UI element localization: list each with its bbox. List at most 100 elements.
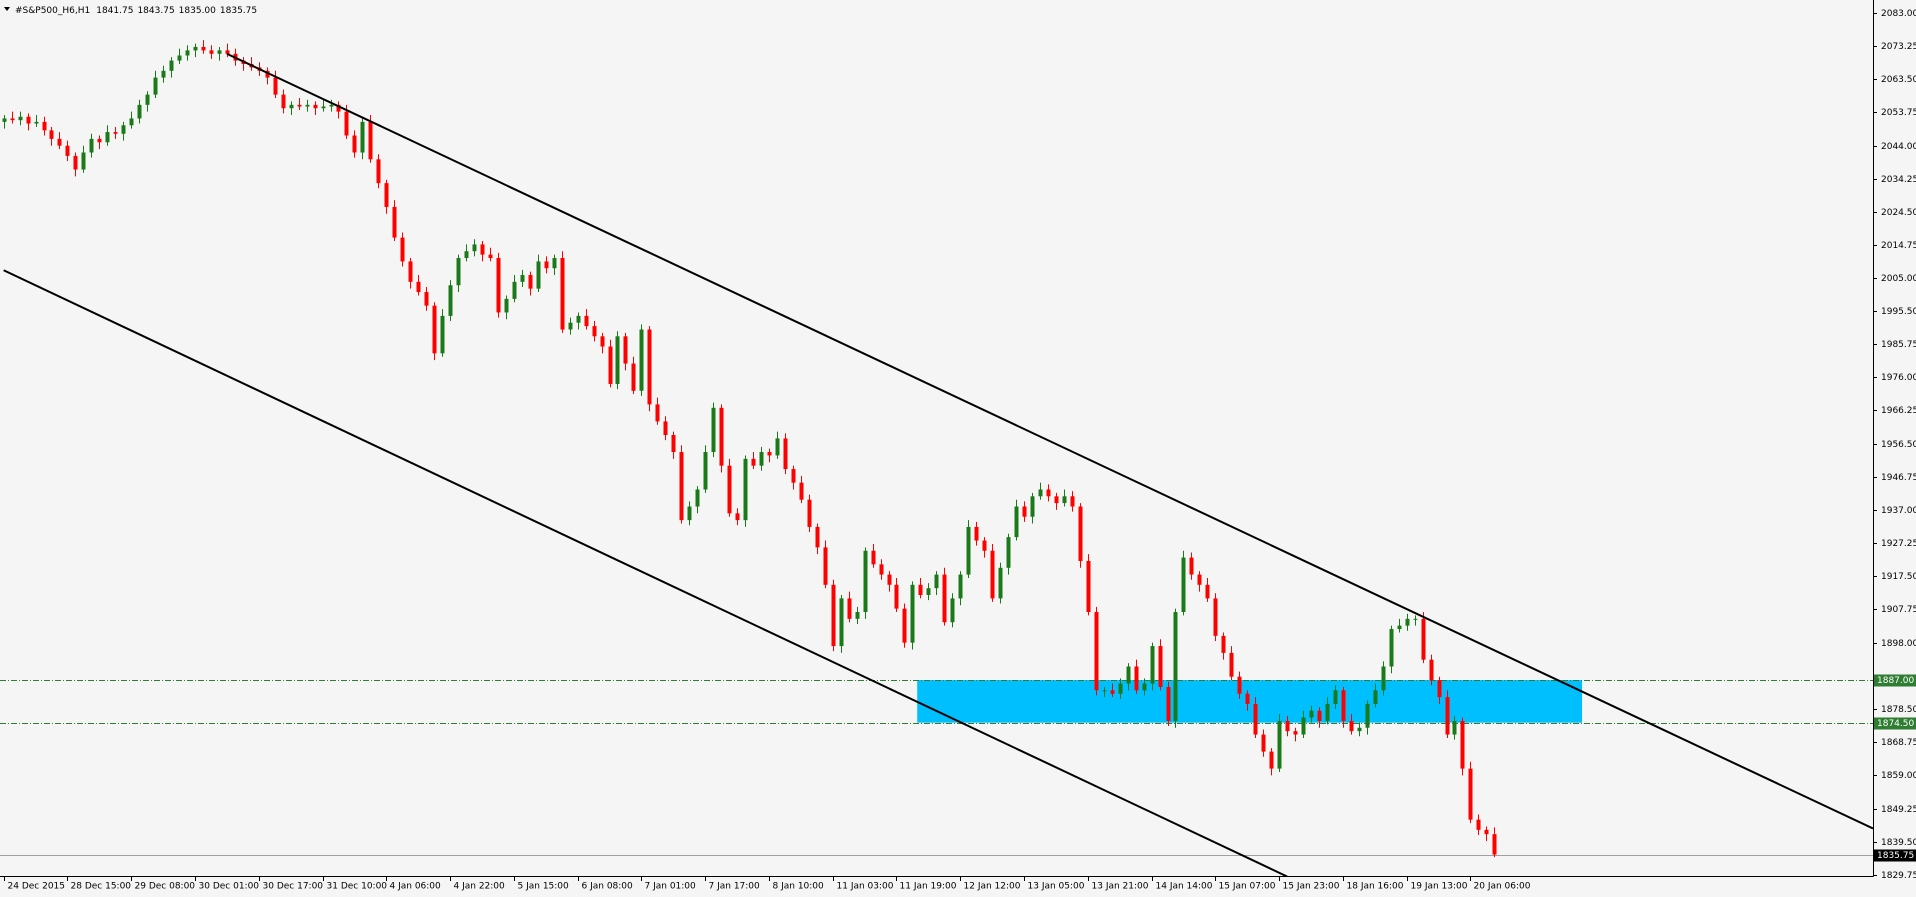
candle-body: [336, 104, 341, 112]
menu-triangle[interactable]: [4, 7, 10, 11]
candle-body: [950, 598, 955, 623]
candle-body: [177, 55, 182, 61]
candle-body: [289, 104, 294, 109]
x-tick-label: 20 Jan 06:00: [1474, 882, 1531, 892]
candle-body: [1134, 666, 1139, 691]
candle-body: [735, 513, 740, 521]
y-tick-label: 1859.00: [1881, 771, 1916, 781]
candle-body: [783, 438, 788, 470]
y-tick-label: 2053.75: [1881, 108, 1916, 118]
candle-body: [1389, 629, 1394, 667]
quote-close: 1835.75: [220, 6, 257, 16]
candle-body: [1046, 489, 1051, 497]
candle-body: [1173, 612, 1178, 721]
candle-body: [536, 261, 541, 289]
candle-body: [1429, 659, 1434, 681]
candle-body: [1421, 618, 1426, 660]
level-label: 1874.50: [1877, 719, 1914, 729]
y-tick-label: 1907.75: [1881, 605, 1916, 615]
candle-body: [687, 506, 692, 521]
candle-body: [823, 547, 828, 585]
candle-body: [1405, 618, 1410, 626]
candle-body: [57, 138, 62, 146]
plot-area: [0, 40, 1873, 876]
candle-body: [329, 104, 334, 107]
y-tick-label: 1995.50: [1881, 307, 1916, 317]
candle-body: [855, 612, 860, 619]
x-tick-label: 8 Jan 10:00: [773, 882, 825, 892]
candle-body: [1452, 720, 1457, 735]
candle-body: [584, 315, 589, 327]
y-tick-label: 2024.50: [1881, 208, 1916, 218]
candle-body: [544, 261, 549, 269]
candle-body: [225, 50, 230, 54]
candle-body: [424, 292, 429, 306]
candle-body: [1118, 683, 1123, 694]
candle-body: [1030, 496, 1035, 517]
candle-body: [815, 526, 820, 548]
candle-body: [129, 118, 134, 126]
y-tick-label: 2014.75: [1881, 241, 1916, 251]
candle-body: [576, 315, 581, 323]
candle-body: [1221, 635, 1226, 653]
candle-body: [321, 106, 326, 109]
candle-body: [201, 46, 206, 51]
candle-body: [352, 135, 357, 153]
candle-body: [1285, 720, 1290, 732]
candle-body: [655, 404, 660, 422]
candle-body: [1468, 768, 1473, 820]
candle-body: [839, 598, 844, 647]
x-tick-label: 30 Dec 01:00: [199, 882, 260, 892]
candle-body: [1301, 717, 1306, 735]
candle-body: [1309, 710, 1314, 718]
candle-body: [1070, 496, 1075, 507]
x-tick-label: 13 Jan 21:00: [1092, 882, 1149, 892]
candle-body: [2, 118, 7, 122]
candle-body: [1325, 703, 1330, 721]
candle-body: [153, 77, 158, 95]
candle-body: [400, 237, 405, 262]
candle-body: [384, 183, 389, 207]
candle-body: [65, 145, 70, 156]
quote-high: 1843.75: [137, 6, 174, 16]
candle-body: [161, 70, 166, 78]
candle-body: [89, 138, 94, 153]
candle-body: [344, 111, 349, 136]
candle-body: [767, 452, 772, 456]
candle-body: [1460, 720, 1465, 769]
candle-body: [791, 469, 796, 483]
candle-body: [894, 584, 899, 609]
candle-body: [615, 336, 620, 384]
candle-body: [512, 281, 517, 299]
candle-body: [113, 132, 118, 134]
y-tick-label: 1927.25: [1881, 539, 1916, 549]
candle-body: [887, 574, 892, 585]
candle-body: [679, 452, 684, 521]
candle-body: [313, 104, 318, 109]
candle-body: [608, 346, 613, 384]
candle-body: [10, 118, 15, 121]
candle-body: [918, 584, 923, 596]
x-tick-label: 6 Jan 08:00: [582, 882, 634, 892]
candle-body: [831, 584, 836, 647]
candle-body: [1277, 720, 1282, 769]
trendline: [226, 52, 1873, 830]
candle-body: [1476, 819, 1481, 830]
candle-body: [1245, 693, 1250, 704]
bid-label-box: [1874, 849, 1916, 862]
candle-body: [504, 298, 509, 313]
candle-body: [1189, 557, 1194, 575]
candle-body: [847, 598, 852, 619]
candle-body: [1333, 690, 1338, 704]
y-tick-label: 1878.50: [1881, 705, 1916, 715]
candle-body: [1038, 489, 1043, 497]
candle-body: [1150, 646, 1155, 684]
candle-body: [305, 104, 310, 107]
y-tick-label: 2044.00: [1881, 142, 1916, 152]
candle-body: [480, 244, 485, 255]
candle-body: [958, 574, 963, 599]
candle-body: [97, 138, 102, 143]
candle-body: [1229, 652, 1234, 677]
candle-body: [926, 588, 931, 596]
